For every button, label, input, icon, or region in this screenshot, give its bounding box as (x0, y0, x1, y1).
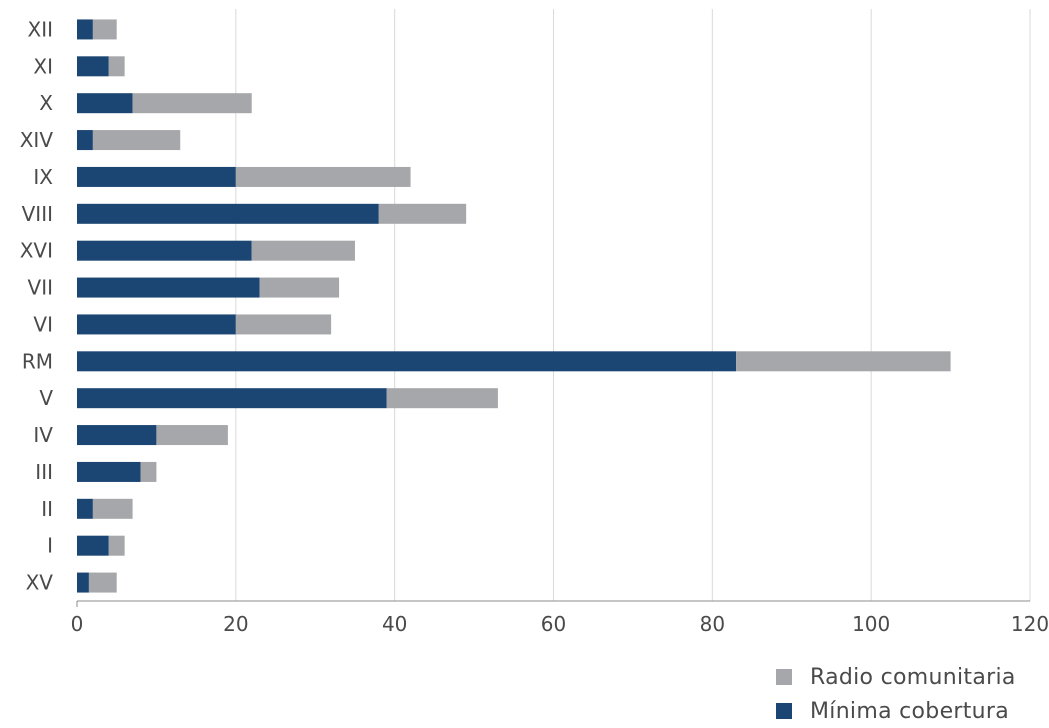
x-axis-tick-labels: 0 20 40 60 80 100 120 (71, 612, 1049, 636)
category-label-v: V (39, 386, 53, 410)
legend-label-radio-comunitaria: Radio comunitaria (810, 664, 1016, 690)
legend: Radio comunitaria Mínima cobertura (776, 660, 1016, 728)
legend-swatch-radio-comunitaria (776, 669, 792, 685)
legend-item-radio-comunitaria: Radio comunitaria (776, 660, 1016, 694)
x-tick-label-80: 80 (700, 612, 725, 636)
x-tick-label-40: 40 (382, 612, 407, 636)
category-label-rm: RM (22, 349, 53, 373)
legend-swatch-minima-cobertura (776, 703, 792, 719)
bar-minima-cobertura-ii (77, 498, 93, 519)
bar-minima-cobertura-rm (77, 351, 737, 372)
category-label-xvi: XVI (20, 239, 53, 263)
x-tick-label-120: 120 (1011, 612, 1049, 636)
bar-radio-comunitaria-xv (88, 572, 117, 593)
x-tick-label-0: 0 (71, 612, 84, 636)
category-label-vii: VII (28, 276, 53, 300)
bar-radio-comunitaria-xii (92, 19, 117, 40)
x-tick-label-60: 60 (541, 612, 566, 636)
bar-radio-comunitaria-iv (156, 425, 228, 446)
bar-minima-cobertura-vi (77, 314, 236, 335)
category-label-xv: XV (26, 571, 54, 595)
category-label-xii: XII (28, 17, 54, 41)
bar-radio-comunitaria-viii (378, 203, 467, 224)
bar-radio-comunitaria-i (108, 535, 125, 556)
legend-item-minima-cobertura: Mínima cobertura (776, 694, 1016, 728)
category-label-iv: IV (33, 423, 53, 447)
bar-radio-comunitaria-ii (92, 498, 133, 519)
bar-minima-cobertura-x (77, 93, 133, 114)
bar-radio-comunitaria-ix (235, 166, 411, 187)
bar-radio-comunitaria-xiv (92, 130, 181, 151)
bar-minima-cobertura-v (77, 388, 387, 409)
bar-minima-cobertura-vii (77, 277, 260, 298)
category-label-xiv: XIV (20, 128, 54, 152)
category-label-x: X (39, 91, 53, 115)
bars (77, 19, 951, 593)
category-label-ix: IX (33, 165, 53, 189)
category-label-xi: XI (33, 54, 53, 78)
bar-minima-cobertura-i (77, 535, 109, 556)
x-tick-label-20: 20 (223, 612, 248, 636)
category-label-ii: II (41, 497, 53, 521)
bar-minima-cobertura-ix (77, 166, 236, 187)
category-label-vi: VI (33, 312, 53, 336)
bar-radio-comunitaria-v (386, 388, 498, 409)
category-label-viii: VIII (22, 202, 53, 226)
bar-radio-comunitaria-x (132, 93, 252, 114)
bar-minima-cobertura-xiv (77, 130, 93, 151)
bar-minima-cobertura-viii (77, 203, 379, 224)
x-tick-label-100: 100 (852, 612, 890, 636)
gridlines (76, 9, 1031, 607)
category-label-i: I (47, 534, 53, 558)
bar-radio-comunitaria-vi (235, 314, 332, 335)
bar-minima-cobertura-iii (77, 461, 141, 482)
bar-minima-cobertura-xii (77, 19, 93, 40)
legend-label-minima-cobertura: Mínima cobertura (810, 698, 1010, 724)
bar-radio-comunitaria-vii (259, 277, 340, 298)
bar-minima-cobertura-xv (77, 572, 89, 593)
bar-minima-cobertura-xi (77, 56, 109, 77)
bar-minima-cobertura-xvi (77, 240, 252, 261)
category-label-iii: III (35, 460, 53, 484)
bar-minima-cobertura-iv (77, 425, 157, 446)
bar-radio-comunitaria-xvi (251, 240, 355, 261)
bar-radio-comunitaria-iii (140, 461, 157, 482)
bar-radio-comunitaria-xi (108, 56, 125, 77)
bar-radio-comunitaria-rm (736, 351, 951, 372)
